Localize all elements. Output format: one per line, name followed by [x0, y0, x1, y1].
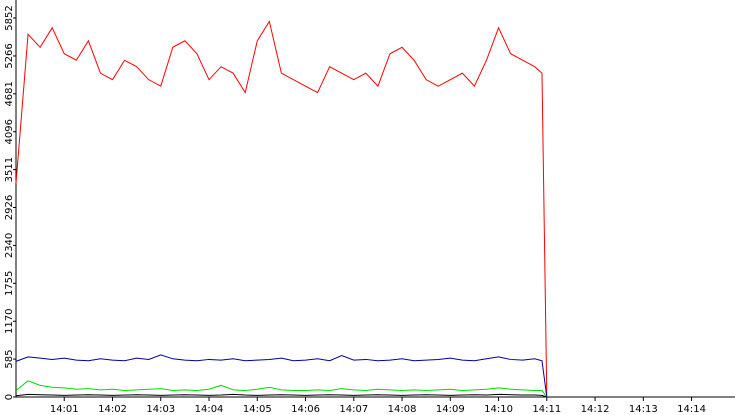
- x-tick-label: 14:04: [195, 404, 224, 415]
- series-line: [15, 20, 548, 398]
- x-tick-label: 14:13: [629, 404, 658, 415]
- x-tick-label: 14:03: [146, 404, 175, 415]
- y-tick-label: 4096: [4, 119, 15, 144]
- x-tick-label: 14:10: [484, 404, 513, 415]
- y-tick-label: 3511: [4, 157, 15, 182]
- x-tick-label: 14:14: [677, 404, 706, 415]
- series-line: [15, 393, 547, 398]
- y-tick-label: 585: [4, 350, 15, 369]
- x-tick-label: 14:09: [436, 404, 465, 415]
- y-tick-label: 4681: [4, 81, 15, 106]
- x-tick-label: 14:08: [388, 404, 417, 415]
- y-tick-label: 1170: [4, 309, 15, 334]
- x-tick-label: 14:12: [581, 404, 610, 415]
- y-tick-label: 2926: [4, 195, 15, 220]
- x-tick-label: 14:06: [291, 404, 320, 415]
- y-tick-label: 1755: [4, 271, 15, 296]
- x-tick-label: 14:01: [50, 404, 79, 415]
- series-line: [15, 380, 548, 398]
- x-tick-label: 14:05: [243, 404, 272, 415]
- x-tick-label: 14:02: [98, 404, 127, 415]
- x-tick-label: 14:07: [339, 404, 368, 415]
- y-tick-label: 5266: [4, 43, 15, 68]
- y-tick-label: 5852: [4, 5, 15, 30]
- y-tick-label: 0: [4, 394, 15, 400]
- series-line: [15, 354, 548, 398]
- x-tick-label: 14:11: [532, 404, 561, 415]
- y-tick-label: 2340: [4, 233, 15, 258]
